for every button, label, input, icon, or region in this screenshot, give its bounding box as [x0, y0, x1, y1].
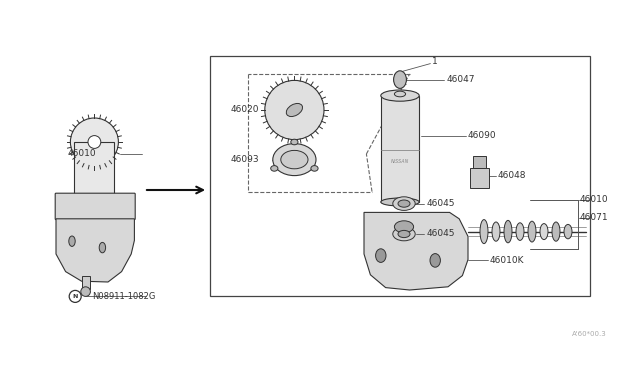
Ellipse shape	[381, 198, 419, 206]
FancyBboxPatch shape	[55, 193, 135, 219]
Text: 46093: 46093	[230, 155, 259, 164]
Ellipse shape	[271, 166, 278, 171]
Circle shape	[70, 118, 118, 166]
Text: 1: 1	[432, 58, 438, 67]
Bar	[381, 96, 419, 202]
Ellipse shape	[492, 222, 500, 241]
Ellipse shape	[394, 71, 406, 89]
Ellipse shape	[540, 224, 548, 240]
Text: 46020: 46020	[230, 106, 259, 115]
Ellipse shape	[393, 197, 415, 211]
Bar	[470, 168, 489, 188]
Text: 46045: 46045	[426, 230, 455, 238]
Bar	[74, 142, 115, 194]
Ellipse shape	[69, 236, 76, 246]
Ellipse shape	[398, 230, 410, 238]
Polygon shape	[56, 219, 134, 282]
Text: 46090: 46090	[468, 131, 497, 140]
Text: A'60*00.3: A'60*00.3	[572, 331, 607, 337]
Ellipse shape	[286, 103, 303, 116]
Ellipse shape	[291, 139, 298, 145]
Bar	[473, 155, 486, 168]
Ellipse shape	[430, 254, 440, 267]
Ellipse shape	[504, 220, 512, 243]
Bar	[82, 276, 90, 289]
Text: 46071: 46071	[580, 214, 609, 222]
Ellipse shape	[528, 221, 536, 242]
Circle shape	[81, 287, 90, 296]
Ellipse shape	[516, 223, 524, 240]
Text: 46047: 46047	[447, 75, 475, 84]
Ellipse shape	[376, 249, 386, 262]
Bar	[211, 55, 590, 296]
Text: 46048: 46048	[498, 171, 526, 180]
Polygon shape	[364, 212, 468, 290]
Circle shape	[69, 291, 81, 302]
Ellipse shape	[99, 243, 106, 253]
Ellipse shape	[394, 221, 413, 233]
Ellipse shape	[281, 150, 308, 169]
Ellipse shape	[393, 227, 415, 241]
Text: N08911-1082G: N08911-1082G	[92, 292, 156, 301]
Ellipse shape	[273, 144, 316, 176]
Text: 46045: 46045	[426, 199, 455, 208]
Circle shape	[265, 80, 324, 140]
Text: 46010: 46010	[68, 150, 97, 158]
Ellipse shape	[311, 166, 318, 171]
Text: 46010K: 46010K	[490, 256, 524, 265]
Ellipse shape	[552, 222, 560, 241]
Ellipse shape	[381, 90, 419, 101]
Ellipse shape	[394, 91, 406, 97]
Text: NISSAN: NISSAN	[391, 160, 409, 164]
Ellipse shape	[480, 219, 488, 244]
Text: 46010: 46010	[580, 195, 609, 204]
Ellipse shape	[564, 224, 572, 239]
Text: N: N	[72, 294, 78, 299]
Ellipse shape	[398, 200, 410, 207]
Circle shape	[88, 136, 101, 148]
